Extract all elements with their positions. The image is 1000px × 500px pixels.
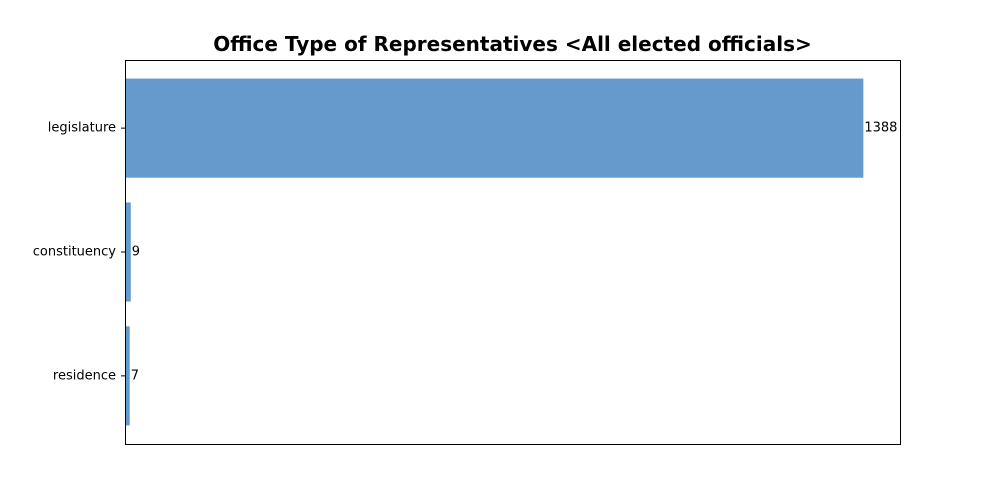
bar-constituency <box>126 202 131 302</box>
labels-layer: legislature 1388 constituency 9 residence 7 <box>33 121 898 384</box>
y-tick-label-legislature: legislature <box>48 121 116 136</box>
bar-residence <box>126 326 130 426</box>
bars-layer <box>126 78 864 426</box>
y-tick-label-constituency: constituency <box>33 245 117 260</box>
data-label-legislature: 1388 <box>864 121 897 136</box>
y-tick-label-residence: residence <box>53 368 116 383</box>
chart-title: Office Type of Representatives <All elec… <box>213 32 812 56</box>
data-label-constituency: 9 <box>132 245 140 260</box>
bar-legislature <box>126 78 864 178</box>
data-label-residence: 7 <box>131 368 139 383</box>
